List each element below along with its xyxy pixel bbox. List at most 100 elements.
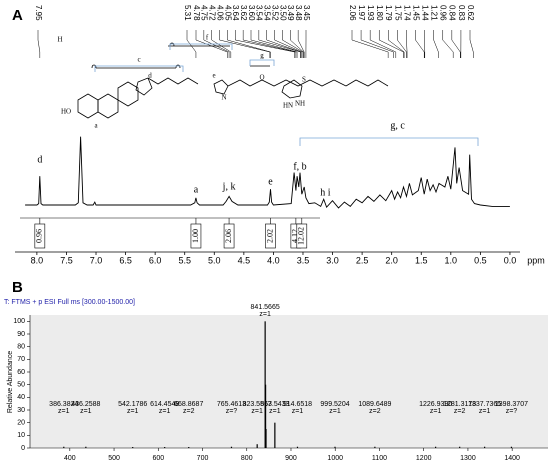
y-tick-label: 70 bbox=[17, 356, 25, 363]
x-tick-label: 1000 bbox=[327, 455, 343, 462]
x-axis-label: ppm bbox=[527, 255, 545, 265]
peak-charge: z=? bbox=[506, 408, 518, 415]
x-tick-label: 800 bbox=[241, 455, 253, 462]
x-tick-label: 400 bbox=[64, 455, 76, 462]
peak-leader bbox=[37, 30, 41, 58]
peak-leader bbox=[469, 30, 474, 58]
peak-leader bbox=[211, 30, 232, 58]
peak-charge: z=2 bbox=[369, 408, 381, 415]
peak-charge: z=1 bbox=[159, 408, 171, 415]
peak-label: 0.96 bbox=[439, 5, 448, 21]
integral-label: 2.02 bbox=[265, 229, 274, 243]
x-tick-label: 1.0 bbox=[445, 255, 458, 265]
peak-charge: z=1 bbox=[292, 408, 304, 415]
annotation: e bbox=[268, 176, 273, 187]
x-tick-label: 3.5 bbox=[297, 255, 310, 265]
peak-leader bbox=[360, 30, 394, 58]
peak-label: 7.95 bbox=[34, 5, 43, 21]
peak-label: 386.3824 bbox=[49, 401, 78, 408]
structure-label: NH bbox=[295, 100, 305, 108]
peak-label: 668.8687 bbox=[174, 401, 203, 408]
structure-label: N bbox=[221, 94, 226, 102]
peak-label: 1226.9390 bbox=[419, 401, 452, 408]
peak-label: 3.62 bbox=[239, 5, 248, 21]
annotation: g, c bbox=[390, 120, 405, 131]
peak-charge: z=1 bbox=[259, 311, 271, 318]
peak-charge: z=1 bbox=[80, 408, 92, 415]
x-tick-label: 2.0 bbox=[385, 255, 398, 265]
y-tick-label: 0 bbox=[21, 445, 25, 452]
structure-label: g bbox=[260, 52, 264, 60]
peak-leader bbox=[195, 30, 228, 58]
annotation: h i bbox=[320, 187, 331, 198]
peak-label: 0.62 bbox=[466, 5, 475, 21]
peak-label: 3.49 bbox=[286, 5, 295, 21]
annotation: a bbox=[194, 184, 199, 195]
plot-area bbox=[30, 315, 548, 448]
peak-charge: z=2 bbox=[183, 408, 195, 415]
x-tick-label: 4.5 bbox=[238, 255, 251, 265]
peak-label: 1.75 bbox=[393, 5, 402, 21]
annotation-bracket bbox=[299, 137, 479, 146]
peak-label: 863.5433 bbox=[260, 401, 289, 408]
peak-label: 2.06 bbox=[348, 5, 357, 21]
peak-label: 3.52 bbox=[270, 5, 279, 21]
structure-label: H bbox=[57, 36, 62, 44]
x-tick-label: 0.0 bbox=[504, 255, 517, 265]
peak-leader bbox=[388, 30, 405, 58]
x-tick-label: 1400 bbox=[504, 455, 520, 462]
peak-charge: z=? bbox=[226, 408, 238, 415]
peak-charge: z=1 bbox=[269, 408, 281, 415]
peak-leader bbox=[186, 30, 197, 58]
peak-label: 1.44 bbox=[421, 5, 430, 21]
integral-label: 1.00 bbox=[191, 229, 200, 243]
peak-label: 999.5204 bbox=[320, 401, 349, 408]
annotation: f, b bbox=[293, 161, 306, 172]
peak-label: 5.31 bbox=[183, 5, 192, 21]
y-tick-label: 90 bbox=[17, 331, 25, 338]
panel-label: A bbox=[12, 7, 23, 24]
peak-label: 1.79 bbox=[384, 5, 393, 21]
x-tick-label: 4.0 bbox=[267, 255, 280, 265]
y-tick-label: 20 bbox=[17, 420, 25, 427]
x-tick-label: 900 bbox=[285, 455, 297, 462]
x-tick-label: 7.5 bbox=[60, 255, 73, 265]
peak-charge: z=1 bbox=[479, 408, 491, 415]
peak-leader bbox=[397, 30, 407, 58]
y-tick-label: 50 bbox=[17, 382, 25, 389]
y-axis-label: Relative Abundance bbox=[7, 351, 14, 413]
peak-charge: z=1 bbox=[430, 408, 442, 415]
annotation: d bbox=[37, 154, 42, 165]
y-tick-label: 100 bbox=[13, 318, 25, 325]
x-tick-label: 1.5 bbox=[415, 255, 428, 265]
peak-label: 3.48 bbox=[294, 5, 303, 21]
structure-label: d bbox=[148, 72, 152, 80]
peak-label: 1.97 bbox=[357, 5, 366, 21]
peak-charge: z=1 bbox=[127, 408, 139, 415]
x-tick-label: 6.0 bbox=[149, 255, 162, 265]
peak-label: 841.5665 bbox=[251, 304, 280, 311]
peak-leader bbox=[369, 30, 397, 58]
peak-label: 765.4613 bbox=[217, 401, 246, 408]
peak-charge: z=1 bbox=[251, 408, 263, 415]
peak-leader bbox=[203, 30, 230, 58]
peak-label: 1.93 bbox=[366, 5, 375, 21]
peak-label: 914.6518 bbox=[283, 401, 312, 408]
peak-label: 1.45 bbox=[411, 5, 420, 21]
x-tick-label: 5.0 bbox=[208, 255, 221, 265]
peak-charge: z=1 bbox=[329, 408, 341, 415]
y-tick-label: 80 bbox=[17, 344, 25, 351]
peak-leader bbox=[406, 30, 408, 58]
peak-leader bbox=[451, 30, 461, 58]
structure-label: O bbox=[259, 74, 264, 82]
panel-label: B bbox=[12, 279, 23, 296]
peak-leader bbox=[351, 30, 389, 58]
x-tick-label: 500 bbox=[108, 455, 120, 462]
peak-label: 1.21 bbox=[430, 5, 439, 21]
x-tick-label: 1300 bbox=[460, 455, 476, 462]
peak-label: 823.5567 bbox=[243, 401, 272, 408]
y-tick-label: 40 bbox=[17, 394, 25, 401]
peak-label: 3.50 bbox=[278, 5, 287, 21]
peak-leader bbox=[378, 30, 404, 58]
